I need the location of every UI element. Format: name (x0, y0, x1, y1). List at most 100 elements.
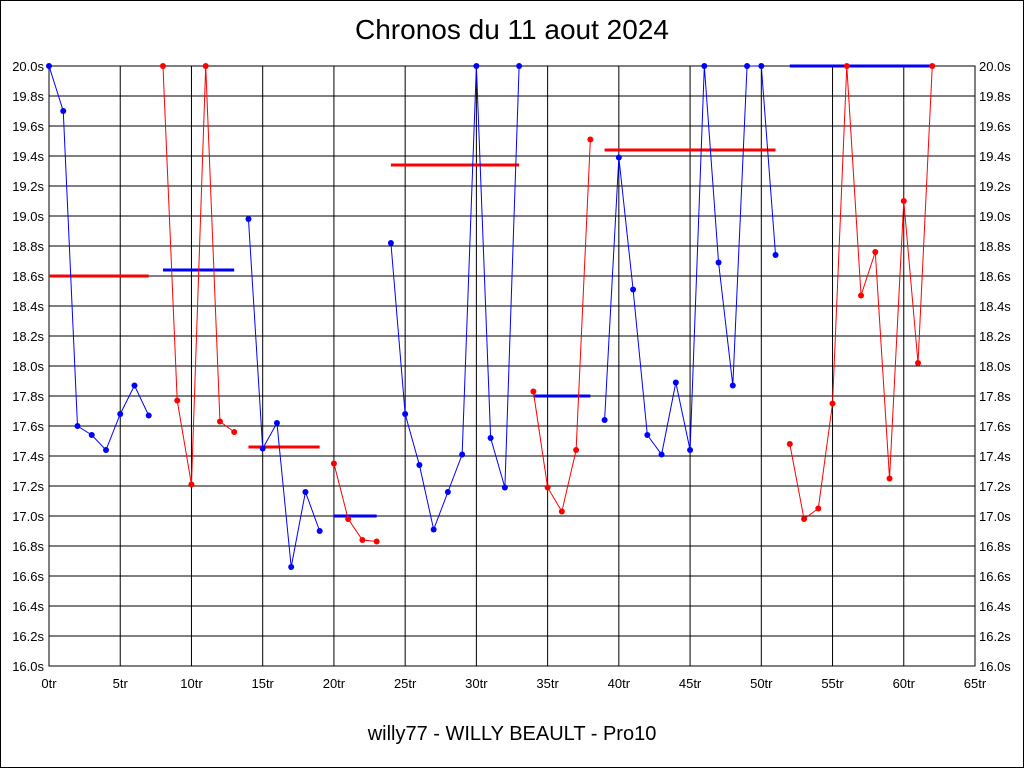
y-tick-label-left: 16.6s (12, 569, 44, 584)
y-tick-label-right: 19.8s (979, 89, 1011, 104)
y-tick-label-left: 16.2s (12, 629, 44, 644)
data-point (302, 489, 309, 495)
y-tick-label-right: 16.0s (979, 659, 1011, 674)
data-point (701, 63, 708, 69)
data-point (273, 420, 280, 426)
data-point (786, 441, 793, 447)
x-tick-label: 25tr (394, 676, 417, 691)
y-tick-label-right: 17.4s (979, 449, 1011, 464)
data-point (345, 516, 352, 522)
y-tick-label-right: 17.2s (979, 479, 1011, 494)
data-point (74, 423, 81, 429)
series-line (390, 65, 520, 532)
y-tick-label-left: 17.4s (12, 449, 44, 464)
data-point (630, 286, 637, 293)
y-tick-label-right: 19.2s (979, 179, 1011, 194)
x-tick-label: 0tr (41, 676, 57, 691)
y-tick-label-left: 18.0s (12, 359, 44, 374)
y-tick-label-left: 16.0s (12, 659, 44, 674)
series-line (48, 65, 150, 451)
data-point (544, 484, 551, 491)
y-tick-labels-left: 20.0s 19.8s 19.6s 19.4s 19.2s 19.0s 18.8s 18.6s… (12, 59, 44, 674)
data-point (587, 136, 594, 143)
x-tick-label: 40tr (608, 676, 631, 691)
data-point (202, 63, 209, 69)
y-tick-label-left: 20.0s (12, 59, 44, 74)
data-point (259, 445, 266, 452)
data-point (117, 411, 124, 417)
x-tick-label: 55tr (821, 676, 844, 691)
data-point (444, 489, 451, 495)
x-tick-label: 20tr (323, 676, 346, 691)
y-tick-label-right: 18.0s (979, 359, 1011, 374)
data-point (872, 249, 879, 255)
data-point (915, 360, 922, 366)
y-tick-label-left: 17.8s (12, 389, 44, 404)
y-tick-label-right: 19.6s (979, 119, 1011, 134)
data-point (501, 484, 508, 491)
x-tick-labels: 0tr 5tr 10tr 15tr 20tr 25tr 30tr 35tr 40tr 45tr 50… (41, 676, 986, 691)
data-point (558, 508, 565, 515)
y-tick-label-right: 16.4s (979, 599, 1011, 614)
y-tick-label-left: 19.0s (12, 209, 44, 224)
x-tick-label: 30tr (465, 676, 488, 691)
x-tick-label: 65tr (964, 676, 987, 691)
x-tick-label: 15tr (251, 676, 274, 691)
y-tick-label-left: 17.2s (12, 479, 44, 494)
y-tick-label-right: 19.4s (979, 149, 1011, 164)
chart-title: Chronos du 11 aout 2024 (355, 14, 669, 45)
y-tick-label-right: 18.8s (979, 239, 1011, 254)
data-point (772, 252, 779, 258)
data-point (758, 63, 765, 69)
y-tick-label-right: 20.0s (979, 59, 1011, 74)
data-point (188, 481, 195, 488)
data-point (88, 432, 95, 438)
data-point (216, 418, 223, 425)
x-tick-label: 10tr (180, 676, 203, 691)
y-tick-label-left: 19.4s (12, 149, 44, 164)
series-line (162, 65, 235, 485)
data-point (316, 528, 323, 534)
data-point (744, 63, 751, 69)
data-point (644, 432, 651, 438)
y-tick-label-right: 18.2s (979, 329, 1011, 344)
data-point (658, 451, 665, 458)
data-point (573, 447, 580, 453)
x-tick-label: 45tr (679, 676, 702, 691)
data-point (601, 417, 608, 423)
y-tick-label-left: 17.6s (12, 419, 44, 434)
y-tick-label-right: 18.6s (979, 269, 1011, 284)
y-tick-label-left: 16.8s (12, 539, 44, 554)
data-point (815, 505, 822, 512)
series-lines (48, 65, 933, 568)
data-point (687, 447, 694, 453)
x-tick-label: 50tr (750, 676, 773, 691)
data-point (473, 63, 480, 69)
data-point (929, 63, 936, 69)
data-point (729, 382, 736, 389)
y-tick-label-right: 16.8s (979, 539, 1011, 554)
x-tick-label: 60tr (893, 676, 916, 691)
data-point (459, 451, 466, 458)
y-tick-label-right: 16.2s (979, 629, 1011, 644)
x-tick-label: 35tr (536, 676, 559, 691)
series-line (333, 463, 377, 542)
y-tick-label-left: 18.2s (12, 329, 44, 344)
y-tick-label-left: 18.6s (12, 269, 44, 284)
data-point (402, 411, 409, 417)
y-tick-label-right: 18.4s (979, 299, 1011, 314)
y-tick-labels-right: 20.0s 19.8s 19.6s 19.4s 19.2s 19.0s 18.8s 18.6s… (979, 59, 1011, 674)
data-point (330, 460, 337, 467)
data-point (159, 63, 166, 69)
y-tick-label-left: 19.2s (12, 179, 44, 194)
y-tick-label-left: 19.8s (12, 89, 44, 104)
data-point (615, 154, 622, 161)
data-point (829, 400, 836, 407)
grid-lines (48, 65, 976, 667)
average-lines (49, 64, 933, 518)
data-point (60, 108, 67, 114)
series-line (247, 218, 321, 568)
data-point (131, 382, 138, 389)
y-tick-label-left: 18.8s (12, 239, 44, 254)
y-tick-label-left: 16.4s (12, 599, 44, 614)
